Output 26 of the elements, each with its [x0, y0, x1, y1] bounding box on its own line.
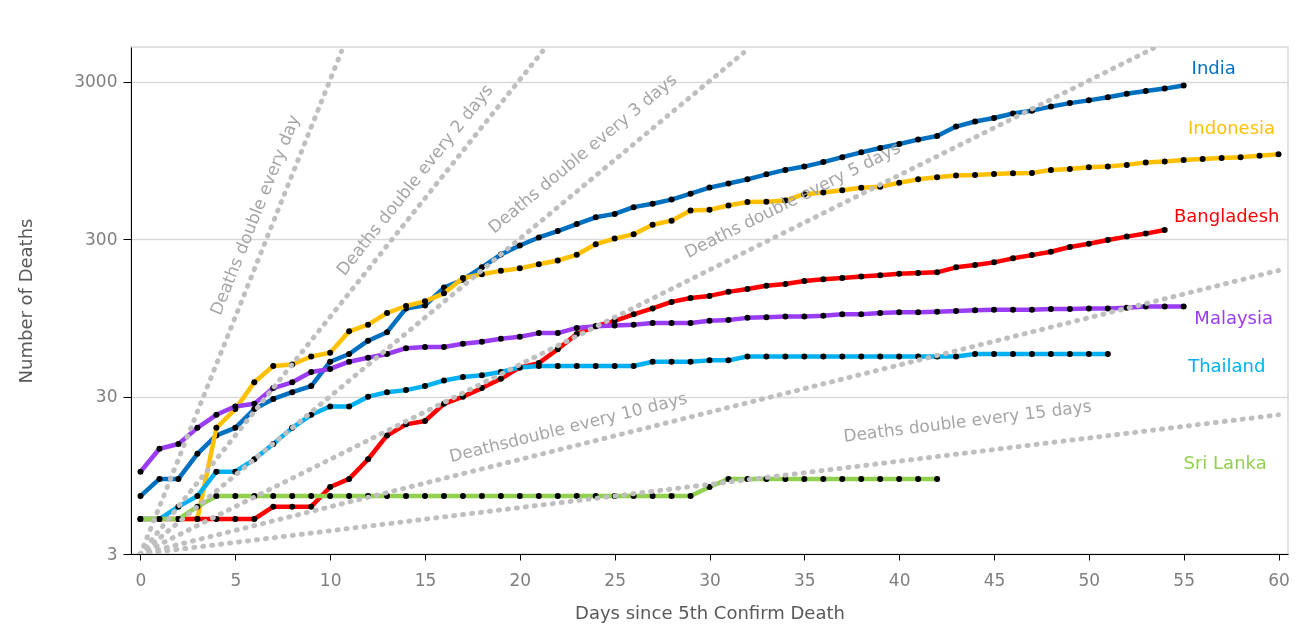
x-tick-label: 10 — [319, 569, 342, 590]
x-axis-title: Days since 5th Confirm Death — [575, 601, 845, 623]
text: Thailand — [1187, 354, 1266, 376]
y-axis-title: Number of Deaths — [15, 218, 37, 384]
y-tick-label: 30 — [95, 386, 118, 407]
x-tick-label: 20 — [509, 569, 532, 590]
x-tick-label: 35 — [794, 569, 816, 590]
x-tick-label: 25 — [604, 569, 626, 590]
text: Deaths double every 15 days — [842, 395, 1093, 446]
x-tick-label: 55 — [1173, 569, 1195, 590]
x-tick-label: 15 — [414, 569, 437, 590]
series-label: Bangladesh — [1173, 204, 1280, 226]
x-tick-label: 30 — [699, 569, 721, 590]
x-tick-label: 40 — [888, 569, 911, 590]
x-tick-label: 60 — [1268, 569, 1290, 590]
y-tick-label: 3000 — [74, 71, 118, 92]
x-tick-label: 0 — [135, 569, 147, 590]
series-label: India — [1191, 57, 1236, 79]
series-label: Malaysia — [1194, 306, 1274, 328]
x-tick-label: 50 — [1078, 569, 1101, 590]
x-tick-label: 5 — [230, 569, 242, 590]
x-tick-label: 45 — [983, 569, 1006, 590]
series-label: Indonesia — [1187, 117, 1276, 139]
y-tick-label: 300 — [85, 228, 118, 249]
text: Sri Lanka — [1183, 451, 1267, 473]
y-tick-label: 3 — [106, 543, 118, 564]
